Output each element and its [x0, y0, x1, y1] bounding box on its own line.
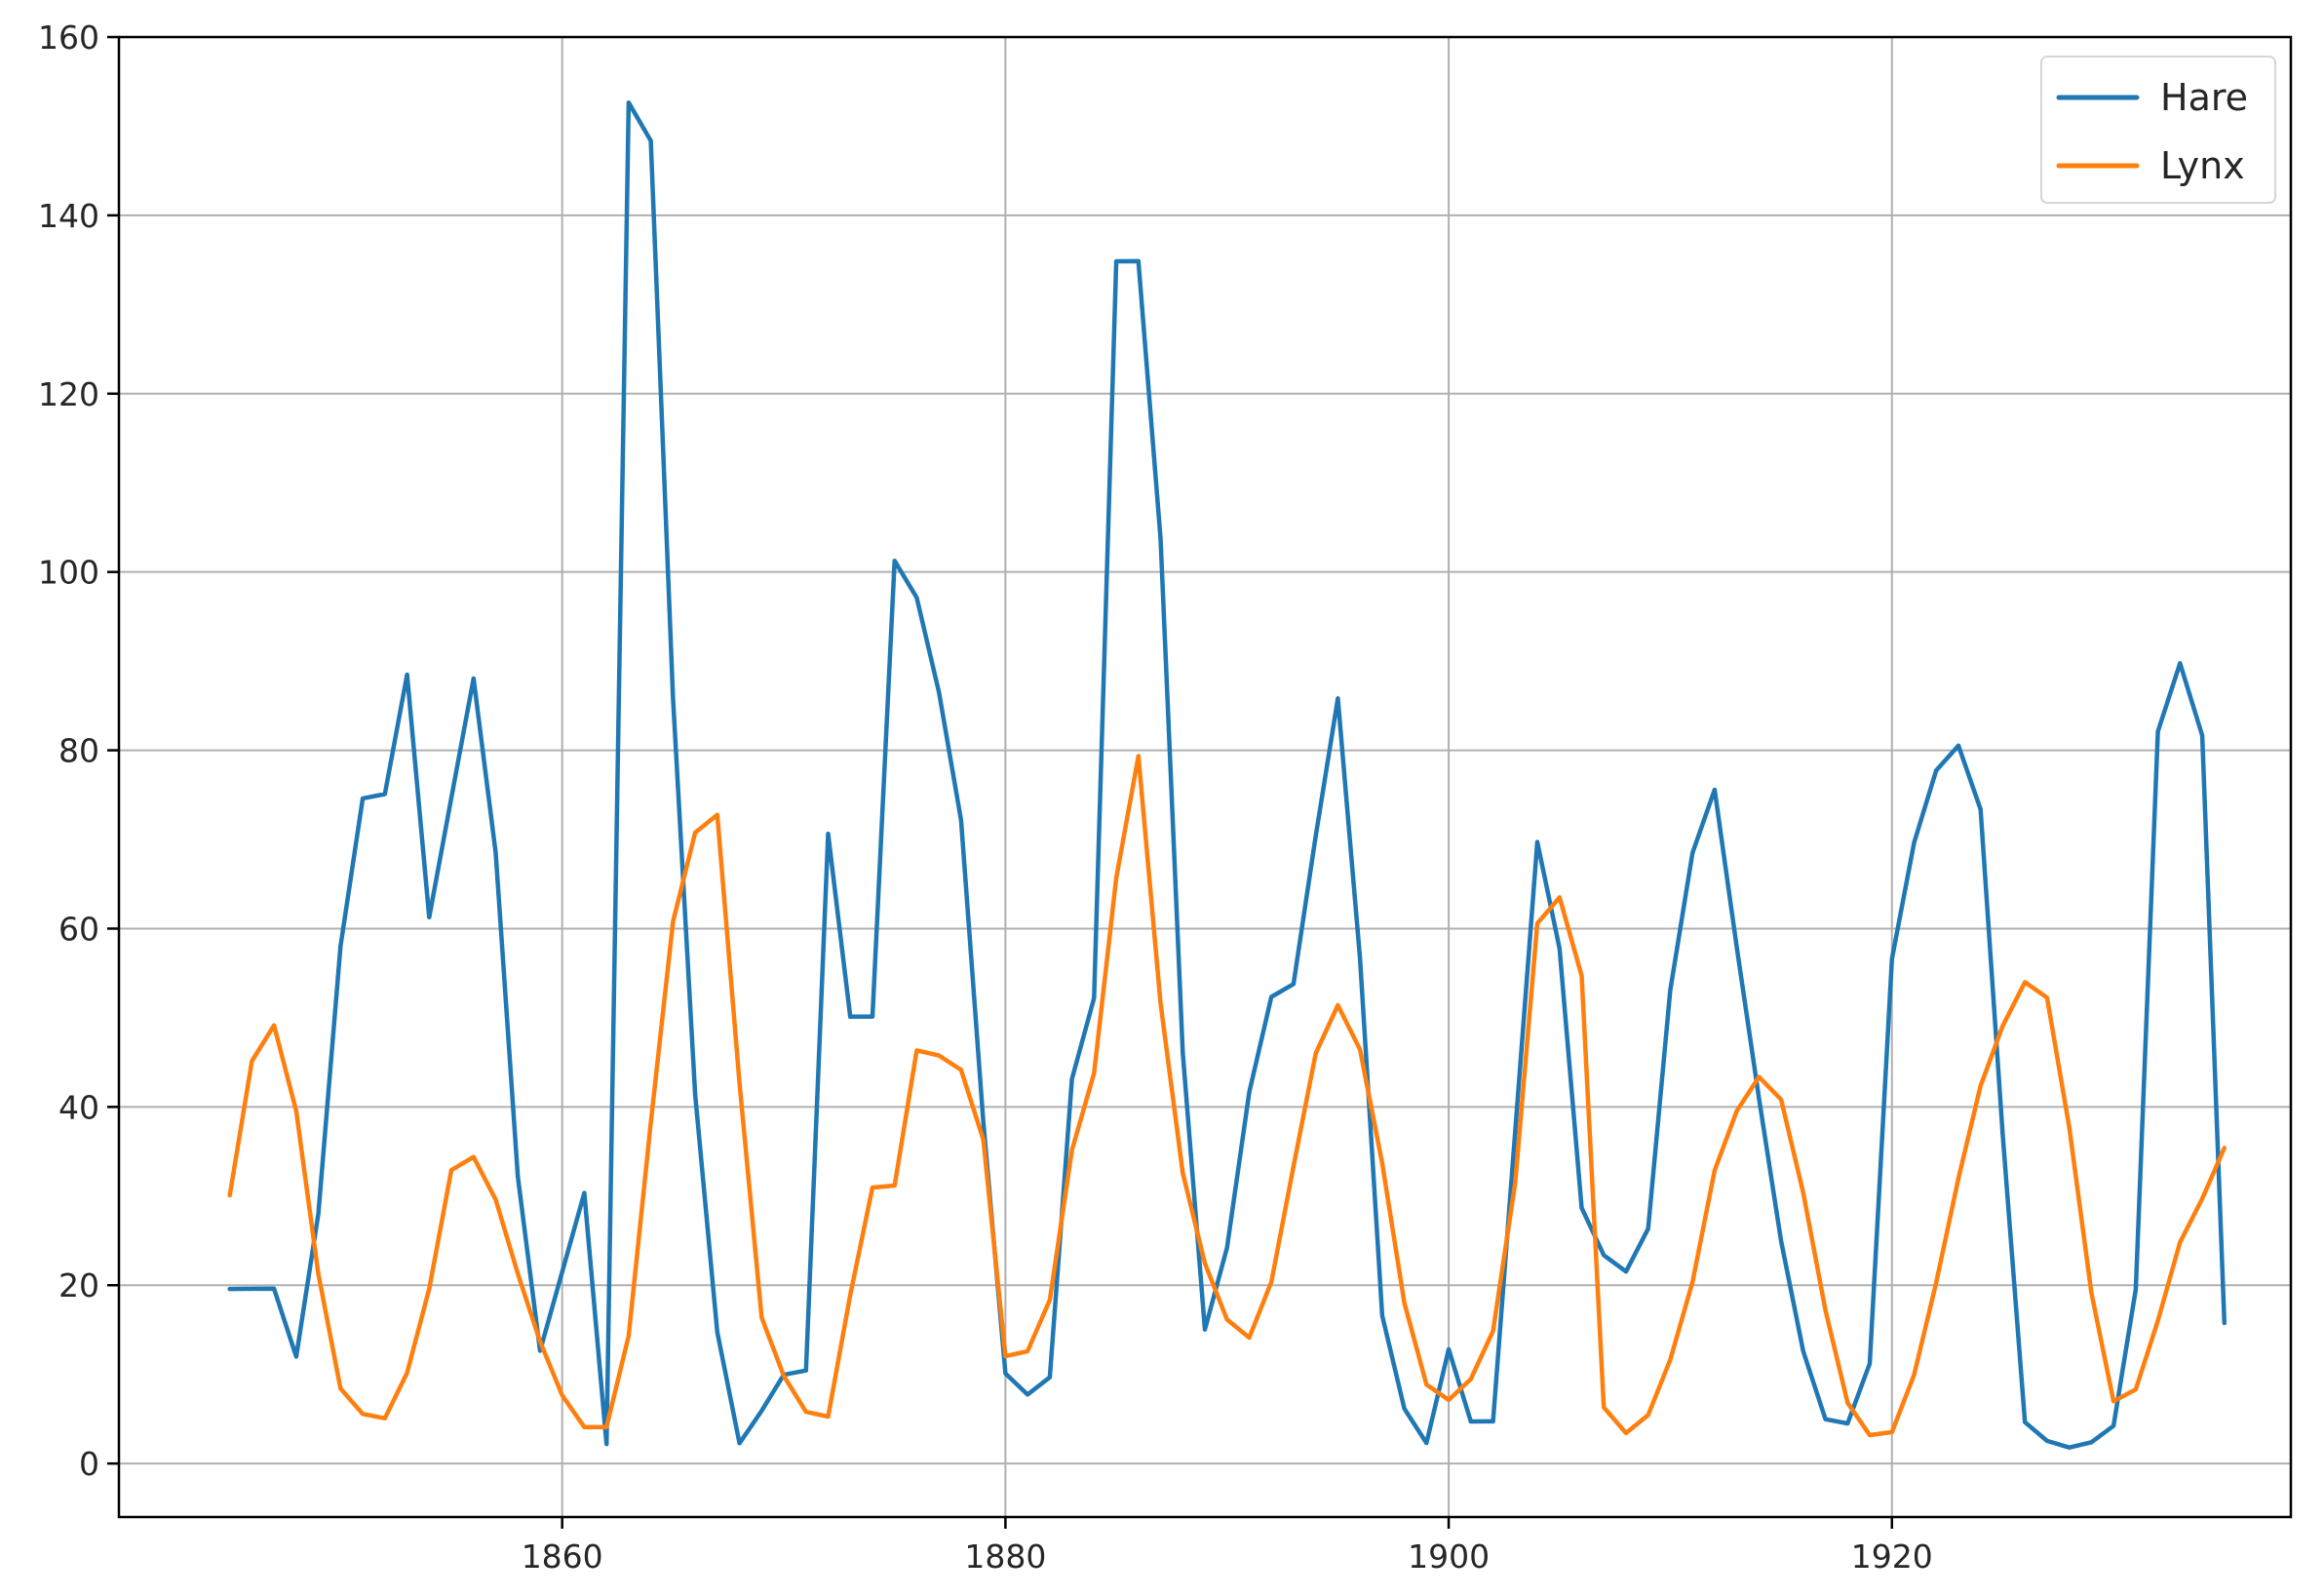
y-tick-label: 140	[38, 197, 99, 235]
x-tick-label: 1900	[1408, 1538, 1490, 1576]
series-line-hare	[227, 99, 2227, 1450]
legend-label-hare: Hare	[2160, 76, 2248, 119]
series-lines	[227, 99, 2227, 1450]
x-tick-label: 1860	[522, 1538, 603, 1576]
x-tick-label: 1920	[1851, 1538, 1933, 1576]
plot-area-frame	[117, 35, 2293, 1519]
series-line-lynx	[227, 754, 2227, 1438]
y-tick-label: 40	[58, 1088, 99, 1126]
y-tick-label: 0	[79, 1445, 99, 1483]
y-tick-label: 80	[58, 732, 99, 770]
y-tick-label: 100	[38, 554, 99, 592]
y-tick-label: 160	[38, 19, 99, 57]
y-tick-label: 20	[58, 1266, 99, 1304]
legend-label-lynx: Lynx	[2160, 144, 2245, 187]
x-tick-label: 1880	[964, 1538, 1046, 1576]
legend: Hare Lynx	[2040, 56, 2276, 204]
y-tick-label: 120	[38, 375, 99, 413]
y-tick-label: 60	[58, 910, 99, 948]
axis-ticks: 1860 1880 1900 1920 0 20 40 60 80 100 120 140 160	[38, 19, 1933, 1576]
